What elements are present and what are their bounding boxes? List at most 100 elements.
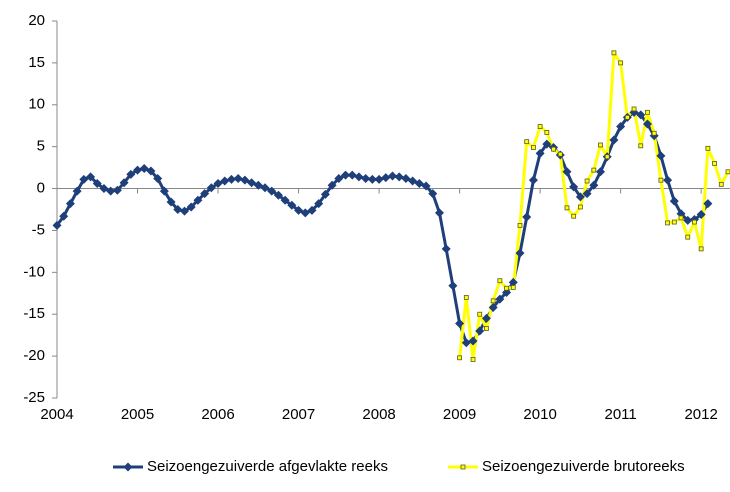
marker: [193, 195, 203, 205]
x-tick-label: 2012: [684, 406, 717, 423]
marker: [683, 215, 693, 225]
marker: [79, 174, 89, 184]
marker: [455, 318, 465, 328]
marker: [179, 206, 189, 216]
y-tick-label: -5: [32, 221, 45, 238]
marker: [247, 178, 257, 188]
marker: [584, 178, 590, 184]
marker: [314, 199, 324, 209]
marker: [414, 179, 424, 189]
marker: [200, 189, 210, 199]
marker: [495, 294, 505, 304]
marker: [636, 110, 646, 120]
marker: [663, 175, 673, 185]
marker: [361, 174, 371, 184]
legend-label: Seizoengezuiverde brutoreeks: [482, 458, 685, 475]
marker: [658, 177, 664, 183]
x-tick-label: 2008: [362, 406, 395, 423]
marker: [524, 139, 530, 145]
marker: [671, 219, 677, 225]
marker: [434, 208, 444, 218]
x-tick-label: 2009: [443, 406, 476, 423]
legend-marker: [123, 462, 133, 472]
marker: [611, 50, 617, 56]
marker: [173, 205, 183, 214]
marker: [327, 180, 337, 190]
marker: [537, 124, 543, 129]
marker: [408, 176, 418, 186]
marker: [497, 278, 503, 284]
x-tick-label: 2010: [523, 406, 556, 423]
marker: [341, 170, 351, 180]
marker: [685, 234, 691, 240]
marker: [146, 166, 156, 176]
marker: [718, 181, 724, 187]
marker: [347, 170, 357, 180]
marker: [354, 172, 364, 182]
marker: [481, 313, 491, 323]
marker: [213, 179, 223, 189]
marker: [504, 285, 509, 291]
marker: [320, 189, 330, 199]
marker: [99, 184, 109, 194]
marker: [112, 185, 122, 195]
marker: [421, 181, 431, 191]
marker: [642, 119, 652, 129]
legend-label: Seizoengezuiverde afgevlakte reeks: [147, 458, 388, 475]
marker: [220, 176, 230, 186]
marker: [577, 204, 583, 210]
marker: [645, 109, 650, 115]
y-tick-label: 5: [37, 138, 45, 155]
marker: [508, 277, 518, 287]
marker: [528, 175, 538, 185]
x-tick-label: 2011: [605, 406, 637, 423]
marker: [166, 197, 176, 207]
marker: [59, 211, 69, 221]
marker: [334, 174, 344, 184]
marker: [618, 60, 624, 66]
marker: [589, 180, 599, 190]
marker: [665, 220, 671, 226]
marker: [564, 205, 570, 211]
marker: [562, 167, 572, 177]
marker: [65, 199, 75, 209]
marker: [531, 145, 536, 150]
marker: [206, 183, 216, 193]
marker: [106, 186, 116, 196]
marker: [307, 205, 317, 215]
marker: [448, 281, 458, 291]
marker: [712, 161, 717, 166]
marker: [72, 186, 82, 196]
marker: [273, 190, 283, 200]
marker: [260, 183, 270, 193]
marker: [226, 174, 236, 184]
marker: [631, 106, 637, 112]
marker: [705, 145, 711, 151]
marker: [475, 326, 485, 336]
marker: [139, 163, 149, 173]
marker: [294, 205, 304, 215]
marker: [441, 244, 451, 254]
marker: [461, 338, 471, 348]
marker: [126, 169, 136, 179]
marker: [428, 189, 438, 199]
marker: [381, 173, 391, 183]
series-line: [55, 110, 710, 345]
y-tick-label: -15: [23, 305, 45, 322]
marker: [159, 186, 169, 196]
y-tick-label: 15: [28, 54, 45, 71]
marker: [515, 248, 525, 258]
marker: [457, 355, 463, 361]
marker: [267, 186, 277, 196]
marker: [624, 114, 630, 120]
marker: [604, 154, 610, 160]
marker: [535, 148, 545, 158]
marker: [394, 172, 404, 182]
marker: [490, 298, 496, 304]
marker: [92, 179, 102, 189]
y-tick-label: -25: [23, 389, 45, 406]
y-tick-label: -20: [23, 347, 45, 364]
marker: [696, 210, 706, 220]
marker: [253, 180, 263, 190]
